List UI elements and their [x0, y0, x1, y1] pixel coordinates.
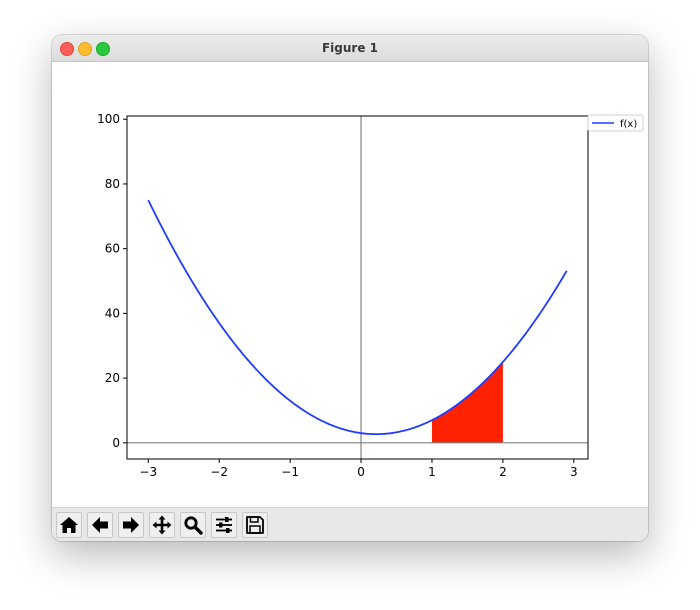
legend: f(x) — [587, 114, 644, 132]
y-tick-label: 60 — [105, 242, 120, 256]
x-tick-label: 0 — [357, 465, 365, 479]
axes-frame — [126, 115, 589, 460]
close-window-button[interactable] — [60, 42, 74, 56]
arrow-right-icon — [123, 517, 139, 533]
shaded-area — [431, 361, 503, 443]
x-tick-label: 1 — [428, 465, 436, 479]
y-tick-label: 40 — [105, 306, 120, 320]
legend-box — [587, 114, 644, 132]
x-tick-label: −3 — [139, 465, 157, 479]
title-bar: Figure 1 — [52, 35, 648, 62]
minimize-window-button[interactable] — [78, 42, 92, 56]
zoom-button[interactable] — [180, 512, 206, 538]
toolbar — [52, 507, 648, 541]
x-tick-label: 3 — [570, 465, 578, 479]
window-title: Figure 1 — [321, 41, 379, 55]
maximize-window-button[interactable] — [96, 42, 110, 56]
x-tick-label: 2 — [499, 465, 507, 479]
sliders-icon — [216, 517, 232, 533]
magnifier-icon — [184, 516, 203, 535]
legend-label-f-x: f(x) — [620, 119, 637, 130]
configure-subplots-button[interactable] — [211, 512, 237, 538]
arrow-left-icon — [92, 517, 108, 533]
x-tick-label: −2 — [210, 465, 228, 479]
back-button[interactable] — [87, 512, 113, 538]
move-icon — [152, 515, 172, 535]
save-button[interactable] — [242, 512, 268, 538]
floppy-disk-icon — [246, 516, 264, 534]
y-tick-label: 80 — [105, 177, 120, 191]
home-button[interactable] — [56, 512, 82, 538]
series-line-f-x — [147, 199, 568, 436]
y-tick-label: 100 — [97, 112, 120, 126]
x-tick-label: −1 — [281, 465, 299, 479]
y-tick-label: 20 — [105, 371, 120, 385]
pan-button[interactable] — [149, 512, 175, 538]
figure-window: Figure 1 −3 −2 −1 0 1 2 3 0 20 40 60 80 100 f(x) — [52, 35, 648, 541]
y-tick-label: 0 — [112, 436, 120, 450]
forward-button[interactable] — [118, 512, 144, 538]
home-icon — [60, 517, 78, 533]
plot-canvas[interactable]: −3 −2 −1 0 1 2 3 0 20 40 60 80 100 f(x) — [52, 62, 648, 507]
